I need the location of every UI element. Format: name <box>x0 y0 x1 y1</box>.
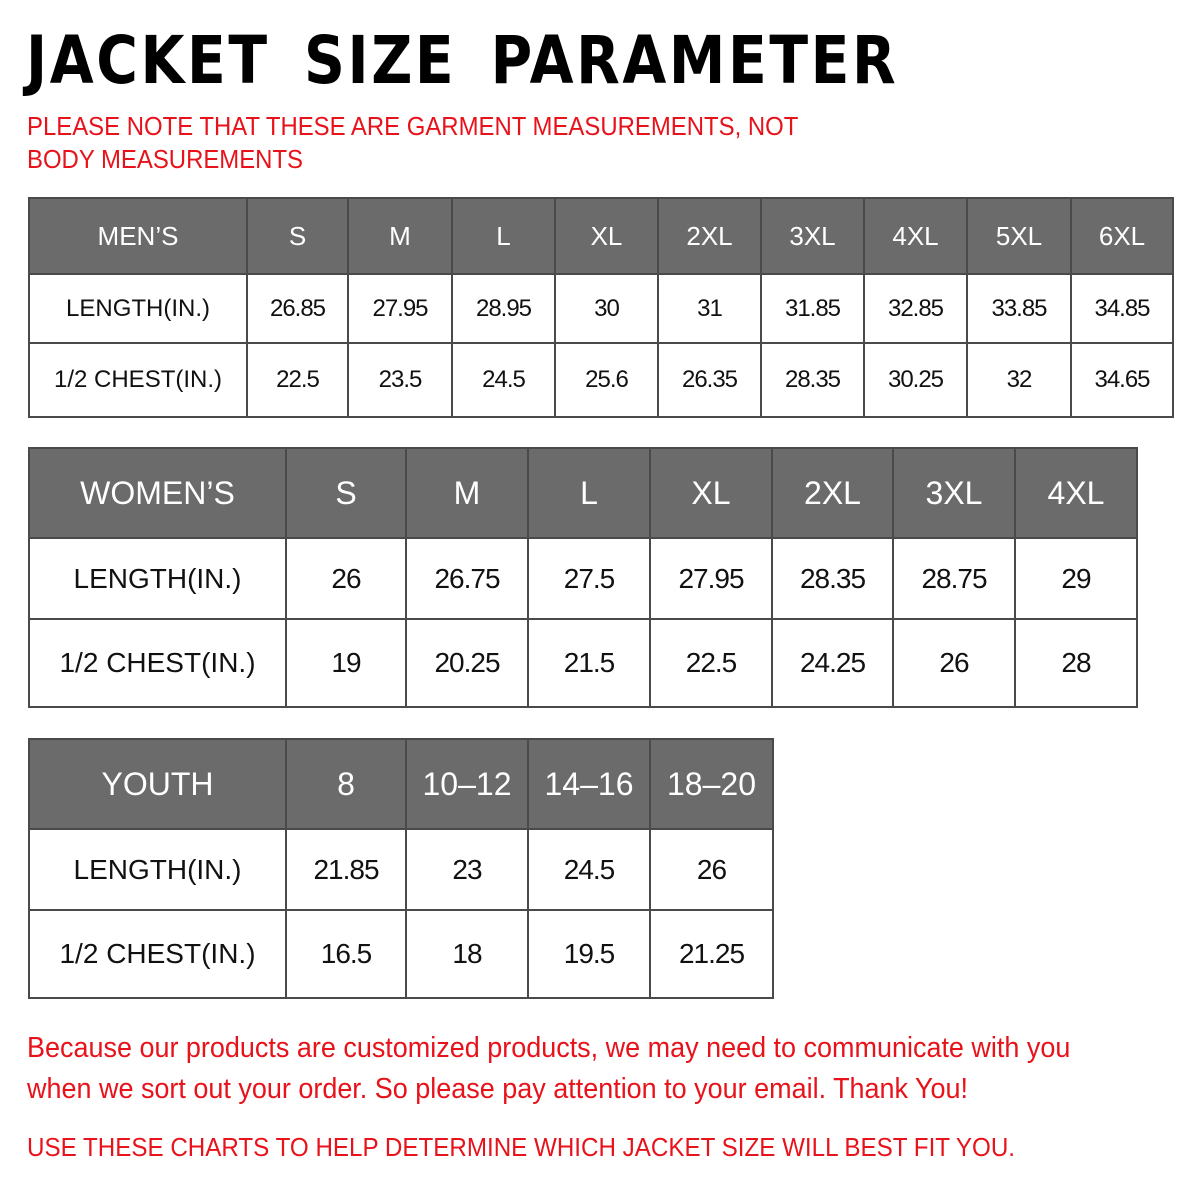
measurement-value: 19 <box>285 618 407 708</box>
measurement-value: 32 <box>966 342 1072 418</box>
size-header: S <box>246 197 349 275</box>
size-header: L <box>527 447 651 539</box>
measurement-value: 30 <box>554 273 659 344</box>
category-header: WOMEN’S <box>28 447 287 539</box>
page-title: JACKET SIZE PARAMETER <box>26 22 899 99</box>
measurement-value: 23 <box>405 828 529 911</box>
size-header: XL <box>649 447 773 539</box>
measurement-value: 20.25 <box>405 618 529 708</box>
womens-size-table: WOMEN’S S M L XL 2XL 3XL 4XL LENGTH(IN.) 26 26.75 2… <box>28 447 1138 708</box>
size-advice: USE THESE CHARTS TO HELP DETERMINE WHICH… <box>27 1132 1016 1162</box>
measurement-value: 34.65 <box>1070 342 1174 418</box>
mens-size-table: MEN’S S M L XL 2XL 3XL 4XL 5XL 6XL LENGTH(IN.) 26.8… <box>28 197 1174 418</box>
size-header: 2XL <box>657 197 762 275</box>
measurement-value: 27.5 <box>527 537 651 620</box>
measurement-value: 34.85 <box>1070 273 1174 344</box>
measurement-value: 18 <box>405 909 529 999</box>
measurement-value: 26.35 <box>657 342 762 418</box>
measurement-label: LENGTH(IN.) <box>28 273 248 344</box>
size-header: 10–12 <box>405 738 529 830</box>
table-row: 1/2 CHEST(IN.) 19 20.25 21.5 22.5 24.25 26 28 <box>28 618 1138 708</box>
size-header: 5XL <box>966 197 1072 275</box>
measurement-value: 28 <box>1014 618 1138 708</box>
measurement-value: 32.85 <box>863 273 968 344</box>
size-header: 3XL <box>760 197 865 275</box>
measurement-value: 28.35 <box>771 537 894 620</box>
measurement-value: 16.5 <box>285 909 407 999</box>
measurement-value: 26.75 <box>405 537 529 620</box>
header-row: MEN’S S M L XL 2XL 3XL 4XL 5XL 6XL <box>28 197 1174 275</box>
measurement-value: 21.25 <box>649 909 774 999</box>
measurement-value: 26.85 <box>246 273 349 344</box>
header-row: WOMEN’S S M L XL 2XL 3XL 4XL <box>28 447 1138 539</box>
measurement-label: LENGTH(IN.) <box>28 828 287 911</box>
measurement-value: 24.25 <box>771 618 894 708</box>
measurement-value: 26 <box>649 828 774 911</box>
measurement-label: 1/2 CHEST(IN.) <box>28 342 248 418</box>
size-header: 14–16 <box>527 738 651 830</box>
header-row: YOUTH 8 10–12 14–16 18–20 <box>28 738 774 830</box>
measurement-value: 21.5 <box>527 618 651 708</box>
size-header: 6XL <box>1070 197 1174 275</box>
measurement-value: 22.5 <box>246 342 349 418</box>
measurement-label: 1/2 CHEST(IN.) <box>28 909 287 999</box>
measurement-value: 28.95 <box>451 273 556 344</box>
measurement-value: 30.25 <box>863 342 968 418</box>
measurement-value: 27.95 <box>347 273 453 344</box>
table-row: LENGTH(IN.) 21.85 23 24.5 26 <box>28 828 774 911</box>
measurement-value: 29 <box>1014 537 1138 620</box>
size-header: M <box>347 197 453 275</box>
measurement-label: LENGTH(IN.) <box>28 537 287 620</box>
measurement-value: 28.75 <box>892 537 1016 620</box>
size-header: 4XL <box>1014 447 1138 539</box>
size-header: 8 <box>285 738 407 830</box>
measurement-value: 22.5 <box>649 618 773 708</box>
size-header: 3XL <box>892 447 1016 539</box>
category-header: MEN’S <box>28 197 248 275</box>
size-header: 4XL <box>863 197 968 275</box>
measurement-value: 24.5 <box>527 828 651 911</box>
size-header: S <box>285 447 407 539</box>
youth-size-table: YOUTH 8 10–12 14–16 18–20 LENGTH(IN.) 21.85 23 2… <box>28 738 774 999</box>
measurement-value: 19.5 <box>527 909 651 999</box>
measurement-value: 21.85 <box>285 828 407 911</box>
table-row: 1/2 CHEST(IN.) 22.5 23.5 24.5 25.6 26.35 28.35… <box>28 342 1174 418</box>
measurement-value: 31.85 <box>760 273 865 344</box>
measurement-value: 26 <box>892 618 1016 708</box>
size-header: 2XL <box>771 447 894 539</box>
category-header: YOUTH <box>28 738 287 830</box>
measurement-value: 26 <box>285 537 407 620</box>
measurement-value: 33.85 <box>966 273 1072 344</box>
size-header: XL <box>554 197 659 275</box>
table-row: LENGTH(IN.) 26 26.75 27.5 27.95 28.35 28.75 29 <box>28 537 1138 620</box>
measurement-value: 25.6 <box>554 342 659 418</box>
measurement-value: 31 <box>657 273 762 344</box>
size-header: L <box>451 197 556 275</box>
measurement-label: 1/2 CHEST(IN.) <box>28 618 287 708</box>
measurement-value: 27.95 <box>649 537 773 620</box>
table-row: LENGTH(IN.) 26.85 27.95 28.95 30 31 31.85 32.85… <box>28 273 1174 344</box>
measurement-note: PLEASE NOTE THAT THESE ARE GARMENT MEASU… <box>27 111 798 174</box>
measurement-value: 28.35 <box>760 342 865 418</box>
size-header: M <box>405 447 529 539</box>
measurement-value: 23.5 <box>347 342 453 418</box>
measurement-value: 24.5 <box>451 342 556 418</box>
customization-message: Because our products are customized prod… <box>27 1032 1071 1105</box>
size-header: 18–20 <box>649 738 774 830</box>
table-row: 1/2 CHEST(IN.) 16.5 18 19.5 21.25 <box>28 909 774 999</box>
